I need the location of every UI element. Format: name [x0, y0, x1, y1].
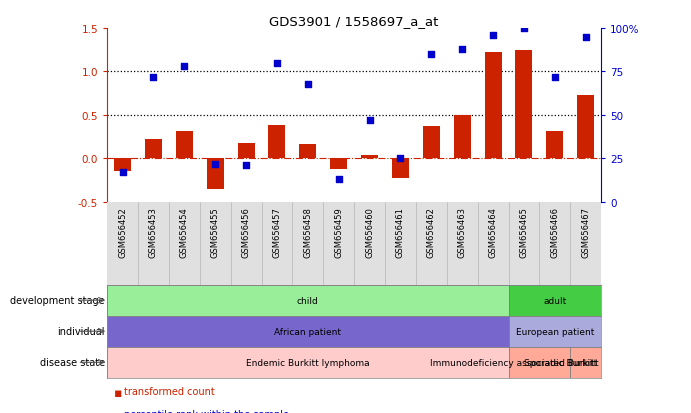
Text: GSM656460: GSM656460 [365, 206, 374, 257]
Text: adult: adult [543, 296, 567, 305]
Point [549, 74, 560, 81]
Bar [515, 50, 533, 159]
Text: Endemic Burkitt lymphoma: Endemic Burkitt lymphoma [246, 358, 370, 367]
Title: GDS3901 / 1558697_a_at: GDS3901 / 1558697_a_at [269, 15, 439, 28]
Text: GSM656462: GSM656462 [427, 206, 436, 257]
Text: European patient: European patient [515, 327, 594, 336]
Text: Immunodeficiency associated Burkitt lymphoma: Immunodeficiency associated Burkitt lymp… [430, 358, 649, 367]
Text: GSM656464: GSM656464 [489, 206, 498, 257]
Bar [330, 159, 347, 169]
Point [240, 163, 252, 169]
Text: GSM656453: GSM656453 [149, 206, 158, 257]
Bar [107, 347, 509, 378]
Point [518, 26, 529, 32]
Text: GSM656452: GSM656452 [118, 206, 127, 257]
Bar [577, 96, 594, 159]
Bar [114, 159, 131, 172]
Bar [176, 131, 193, 159]
Bar [145, 140, 162, 159]
Text: African patient: African patient [274, 327, 341, 336]
Point [179, 64, 190, 70]
Text: disease state: disease state [39, 357, 104, 368]
Point [364, 118, 375, 124]
Text: GSM656463: GSM656463 [457, 206, 466, 257]
Bar [454, 116, 471, 159]
Point [395, 156, 406, 162]
Point [272, 60, 283, 67]
Text: GSM656454: GSM656454 [180, 206, 189, 257]
Text: GSM656457: GSM656457 [272, 206, 281, 257]
Point [488, 33, 499, 39]
Text: Sporadic Burkitt lymphoma: Sporadic Burkitt lymphoma [524, 358, 647, 367]
Text: GSM656455: GSM656455 [211, 206, 220, 257]
Bar [107, 285, 509, 316]
Point [302, 81, 313, 88]
Bar [509, 347, 570, 378]
Text: child: child [297, 296, 319, 305]
Text: GSM656466: GSM656466 [550, 206, 559, 257]
Point [209, 161, 220, 168]
Bar [509, 285, 601, 316]
Bar [423, 127, 440, 159]
Bar [509, 316, 601, 347]
Text: GSM656465: GSM656465 [520, 206, 529, 257]
Point [117, 170, 128, 176]
Bar [570, 347, 601, 378]
Text: ▪: ▪ [114, 409, 122, 413]
Text: GSM656458: GSM656458 [303, 206, 312, 257]
Text: GSM656459: GSM656459 [334, 206, 343, 257]
Point [148, 74, 159, 81]
Bar [268, 126, 285, 159]
Bar [299, 144, 316, 159]
Bar [361, 156, 378, 159]
Bar [238, 143, 254, 159]
Bar [484, 53, 502, 159]
Text: GSM656467: GSM656467 [581, 206, 590, 257]
Text: percentile rank within the sample: percentile rank within the sample [124, 409, 290, 413]
Bar [107, 316, 509, 347]
Text: transformed count: transformed count [124, 386, 215, 396]
Text: development stage: development stage [10, 295, 104, 306]
Bar [207, 159, 224, 189]
Point [580, 34, 591, 41]
Text: GSM656461: GSM656461 [396, 206, 405, 257]
Point [457, 46, 468, 53]
Point [333, 176, 344, 183]
Bar [547, 131, 563, 159]
Text: individual: individual [57, 326, 104, 337]
Bar [392, 159, 409, 178]
Text: GSM656456: GSM656456 [242, 206, 251, 257]
Point [426, 52, 437, 58]
Text: ▪: ▪ [114, 386, 122, 399]
